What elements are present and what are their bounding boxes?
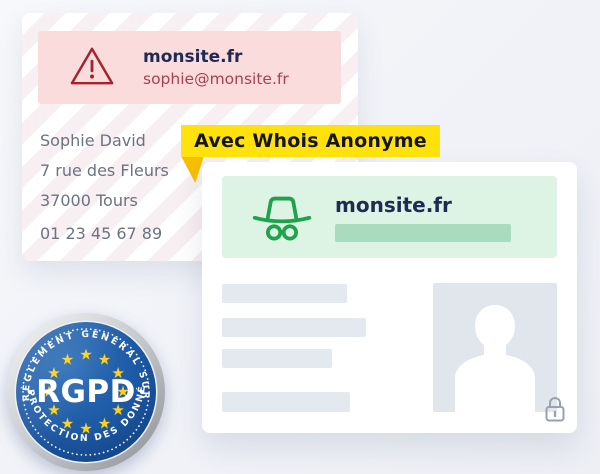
anonymous-header: monsite.fr — [222, 176, 557, 258]
placeholder-line-1 — [222, 284, 347, 303]
placeholder-line-4 — [222, 392, 350, 412]
incognito-icon — [250, 189, 314, 246]
star-icon: ★ — [79, 419, 93, 438]
ribbon-label: Avec Whois Anonyme — [194, 130, 427, 152]
star-icon: ★ — [97, 350, 112, 369]
exposed-alert: monsite.fr sophie@monsite.fr — [38, 31, 341, 104]
person-icon — [433, 305, 557, 412]
lock-icon — [543, 394, 567, 424]
exposed-domain: monsite.fr — [143, 46, 243, 67]
redacted-email-bar — [335, 223, 511, 242]
star-icon: ★ — [47, 401, 61, 419]
star-icon: ★ — [42, 382, 56, 401]
avatar-placeholder — [433, 283, 557, 412]
placeholder-line-3 — [222, 349, 332, 368]
anonymous-domain: monsite.fr — [335, 192, 452, 217]
exposed-email: sophie@monsite.fr — [143, 69, 289, 88]
anonymous-whois-card: monsite.fr — [202, 162, 577, 433]
star-icon: ★ — [116, 382, 130, 401]
contact-street: 7 rue des Fleurs — [40, 161, 169, 180]
star-icon: ★ — [60, 414, 75, 433]
star-icon: ★ — [97, 414, 112, 433]
placeholder-line-2 — [222, 318, 366, 337]
star-icon: ★ — [79, 345, 93, 364]
star-icon: ★ — [47, 364, 61, 382]
contact-phone: 01 23 45 67 89 — [40, 224, 163, 243]
alert-text-block: monsite.fr sophie@monsite.fr — [143, 46, 289, 89]
star-icon: ★ — [111, 364, 125, 382]
whois-anonyme-ribbon: Avec Whois Anonyme — [181, 125, 440, 157]
warning-icon — [69, 45, 115, 91]
contact-name: Sophie David — [40, 131, 146, 150]
rgpd-seal-graphic: RÈGLEMENT GÉNÉRAL SUR LA PROTECTION DES … — [6, 312, 165, 471]
badge-center-text: RGPD — [36, 374, 136, 410]
star-icon: ★ — [111, 401, 125, 419]
star-icon: ★ — [60, 350, 75, 369]
anonymous-text-block: monsite.fr — [335, 193, 511, 242]
contact-details: Sophie David 7 rue des Fleurs 37000 Tour… — [40, 126, 169, 249]
contact-city: 37000 Tours — [40, 191, 138, 210]
rgpd-badge: RÈGLEMENT GÉNÉRAL SUR LA PROTECTION DES … — [6, 312, 166, 472]
